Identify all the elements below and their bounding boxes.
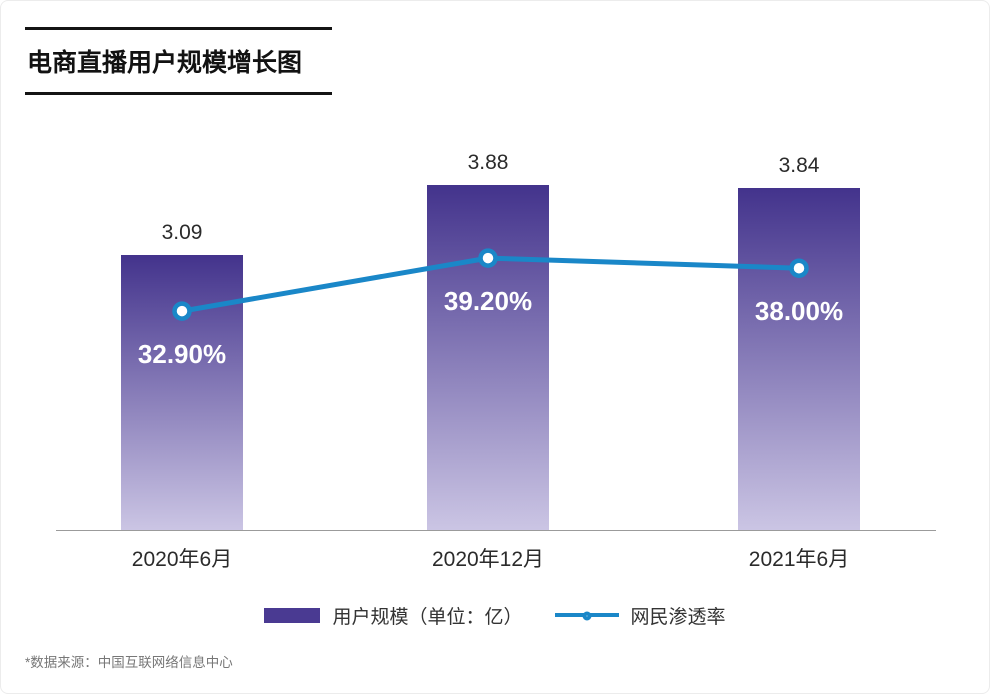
plot-area: 3.09 3.88 3.84 32.90% 39.20% 38.00% 2020… (56, 111, 936, 571)
legend-item-user-scale: 用户规模（单位：亿） (264, 602, 523, 629)
bar-value-label: 3.88 (467, 151, 509, 174)
legend: 用户规模（单位：亿） 网民渗透率 (1, 602, 989, 629)
legend-item-penetration: 网民渗透率 (554, 602, 726, 629)
x-axis-label-2020-12: 2020年12月 (431, 548, 545, 571)
line-legend-swatch-icon (554, 607, 619, 624)
bar-2020-06 (121, 255, 243, 530)
bar-legend-label: 用户规模（单位：亿） (332, 607, 523, 628)
line-marker-icon (582, 611, 591, 620)
bar-value-label: 3.84 (778, 154, 820, 177)
bar-2020-12 (427, 185, 549, 530)
x-axis-label-2021-06: 2021年6月 (748, 548, 850, 571)
bar-legend-swatch-icon (264, 608, 321, 623)
chart-title-block: 电商直播用户规模增长图 (25, 27, 333, 95)
x-axis-label-2020-06: 2020年6月 (131, 548, 233, 571)
penetration-label-2020-12: 39.20% (443, 286, 533, 316)
line-legend-label: 网民渗透率 (630, 607, 726, 628)
bar-column-2021-06: 3.84 (738, 154, 860, 530)
bar-2021-06 (738, 188, 860, 530)
penetration-label-2021-06: 38.00% (754, 296, 844, 326)
source-note: *数据来源：中国互联网络信息中心 (25, 655, 233, 670)
bar-column-2020-06: 3.09 (121, 221, 243, 530)
penetration-label-2020-06: 32.90% (137, 339, 227, 369)
page-title: 电商直播用户规模增长图 (25, 27, 333, 95)
bar-value-label: 3.09 (161, 221, 203, 244)
bar-column-2020-12: 3.88 (427, 151, 549, 530)
